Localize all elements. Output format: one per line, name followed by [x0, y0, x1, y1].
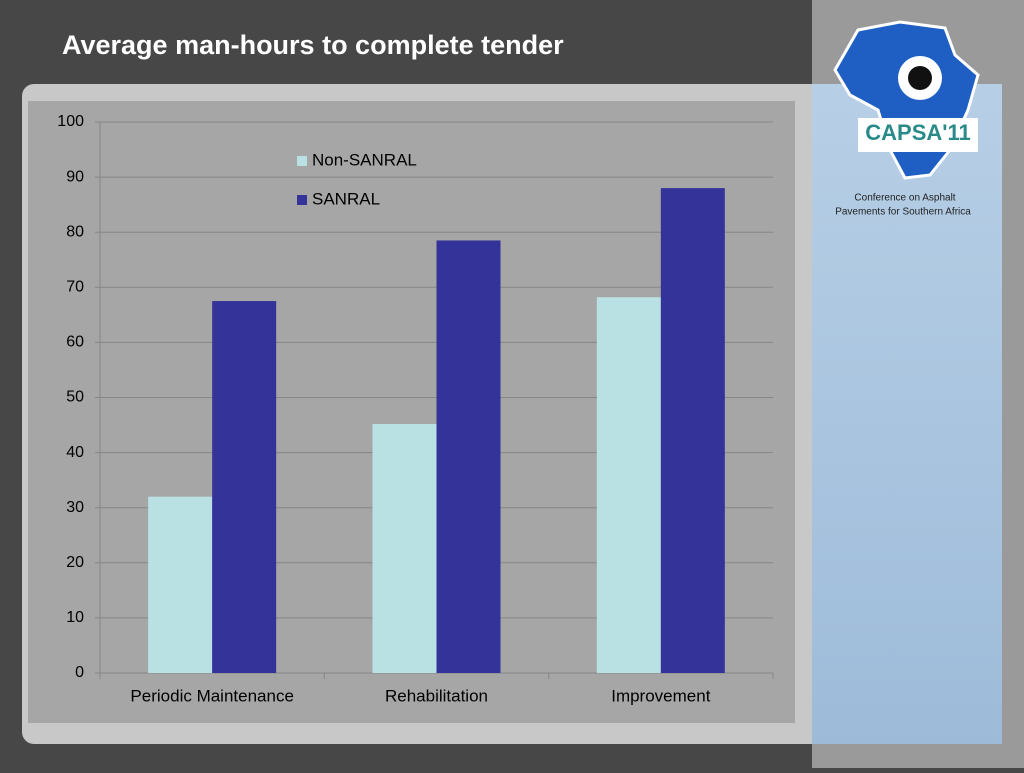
y-tick-label: 100	[57, 113, 84, 130]
side-accent	[812, 84, 1002, 744]
caption: Conference on Asphalt	[854, 193, 955, 204]
y-tick-label: 70	[66, 279, 84, 296]
logo-band	[858, 118, 978, 152]
x-tick-label: Improvement	[611, 686, 710, 705]
bar	[148, 496, 213, 673]
bar	[660, 188, 725, 673]
y-tick-label: 20	[66, 554, 84, 571]
legend-label: SANRAL	[312, 189, 380, 208]
logo-pupil	[908, 66, 932, 90]
logo: CAPSA'11	[833, 20, 980, 180]
bar	[212, 301, 277, 673]
legend-swatch	[297, 156, 307, 166]
y-tick-label: 0	[75, 664, 84, 681]
y-tick-label: 90	[66, 168, 84, 185]
x-tick-label: Periodic Maintenance	[130, 686, 293, 705]
bar	[436, 240, 501, 673]
y-tick-label: 30	[66, 499, 84, 516]
x-tick-label: Rehabilitation	[385, 686, 488, 705]
y-tick-label: 50	[66, 389, 84, 406]
legend-label: Non-SANRAL	[312, 150, 417, 169]
y-tick-label: 60	[66, 334, 84, 351]
y-tick-label: 80	[66, 223, 84, 240]
legend-swatch	[297, 195, 307, 205]
bar	[596, 297, 661, 673]
caption: Pavements for Southern Africa	[835, 207, 971, 218]
chart-title: Average man-hours to complete tender	[62, 30, 564, 60]
y-tick-label: 10	[66, 609, 84, 626]
y-tick-label: 40	[66, 444, 84, 461]
logo-text: CAPSA'11	[865, 120, 971, 145]
plot: 0 10 20 30 40 50 60 70 80 90 100 Periodic Maintenan…	[57, 113, 774, 705]
bar	[372, 423, 437, 673]
